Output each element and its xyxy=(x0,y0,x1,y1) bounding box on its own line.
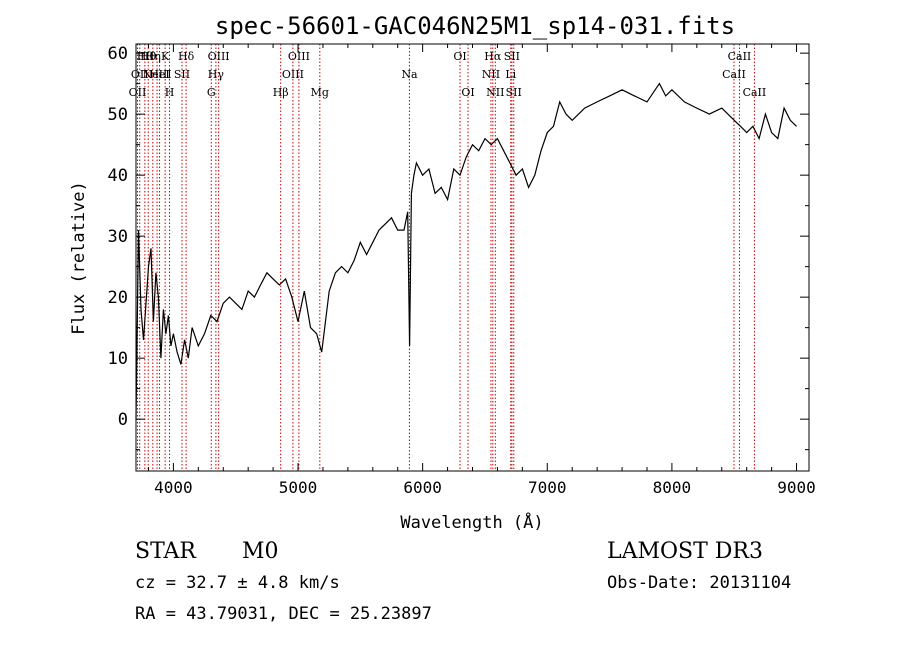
x-tick-label-4: 8000 xyxy=(653,478,692,497)
line-label-4: Hη xyxy=(145,50,161,63)
y-tick-label-1: 10 xyxy=(108,349,128,369)
observation-date: Obs-Date: 20131104 xyxy=(607,573,792,593)
survey-name: LAMOST DR3 xyxy=(607,539,763,564)
x-tick-label-5: 9000 xyxy=(777,478,816,497)
y-tick-label-5: 50 xyxy=(108,105,128,125)
line-label-5: NeIII xyxy=(142,68,171,81)
plot-frame xyxy=(135,43,810,472)
line-label-0: OII xyxy=(129,86,147,99)
redshift-readout: cz = 32.7 ± 4.8 km/s xyxy=(135,573,340,593)
line-label-16: OIII xyxy=(288,50,310,63)
y-tick-label-2: 20 xyxy=(108,288,128,308)
line-label-27: CaII xyxy=(722,68,746,81)
line-label-28: CaII xyxy=(728,50,752,63)
x-tick-label-1: 5000 xyxy=(279,478,318,497)
line-label-12: Hγ xyxy=(208,68,225,81)
line-label-17: Mg xyxy=(311,86,329,99)
y-tick-label-3: 30 xyxy=(108,227,128,247)
object-class: STAR xyxy=(135,539,196,564)
coordinates-readout: RA = 43.79031, DEC = 25.23897 xyxy=(135,604,432,624)
y-tick-label-0: 0 xyxy=(118,410,128,430)
chart-title: spec-56601-GAC046N25M1_sp14-031.fits xyxy=(215,12,735,40)
line-label-18: Na xyxy=(401,68,418,81)
line-label-29: CaII xyxy=(743,86,767,99)
line-label-7: K xyxy=(161,50,170,63)
y-axis-label: Flux (relative) xyxy=(69,181,89,335)
line-label-21: NII xyxy=(482,68,500,81)
x-axis: 4000 5000 6000 7000 8000 9000 xyxy=(147,44,816,497)
line-label-23: NII xyxy=(486,86,504,99)
line-label-22: Hα xyxy=(484,50,502,63)
line-label-25: SII xyxy=(504,50,520,63)
line-label-20: OI xyxy=(461,86,474,99)
spectral-line-markers xyxy=(136,44,755,471)
line-label-15: OIII xyxy=(282,68,304,81)
y-tick-label-4: 40 xyxy=(108,166,128,186)
line-label-11: G xyxy=(207,86,216,99)
line-label-24: Li xyxy=(505,68,516,81)
y-tick-label-6: 60 xyxy=(108,44,128,64)
x-tick-label-2: 6000 xyxy=(403,478,442,497)
x-axis-label: Wavelength (Å) xyxy=(400,511,543,533)
line-label-26: SII xyxy=(506,86,522,99)
spectrum-line xyxy=(135,82,797,420)
line-label-1: OII xyxy=(131,68,149,81)
y-axis: 0 10 20 30 40 50 60 xyxy=(108,44,809,451)
spectral-line-labels: OIIOIIHθHθHηNeIIIHeIKHSIIHδGHγOIIIHβOIII… xyxy=(129,50,767,99)
line-label-10: Hδ xyxy=(178,50,195,63)
line-label-9: SII xyxy=(174,68,190,81)
line-label-8: H xyxy=(165,86,175,99)
x-tick-label-3: 7000 xyxy=(528,478,567,497)
line-label-19: OI xyxy=(453,50,466,63)
line-label-14: Hβ xyxy=(273,86,289,99)
x-tick-label-0: 4000 xyxy=(154,478,193,497)
object-subclass: M0 xyxy=(242,539,279,564)
line-label-13: OIII xyxy=(208,50,230,63)
line-label-6: HeI xyxy=(149,68,169,81)
